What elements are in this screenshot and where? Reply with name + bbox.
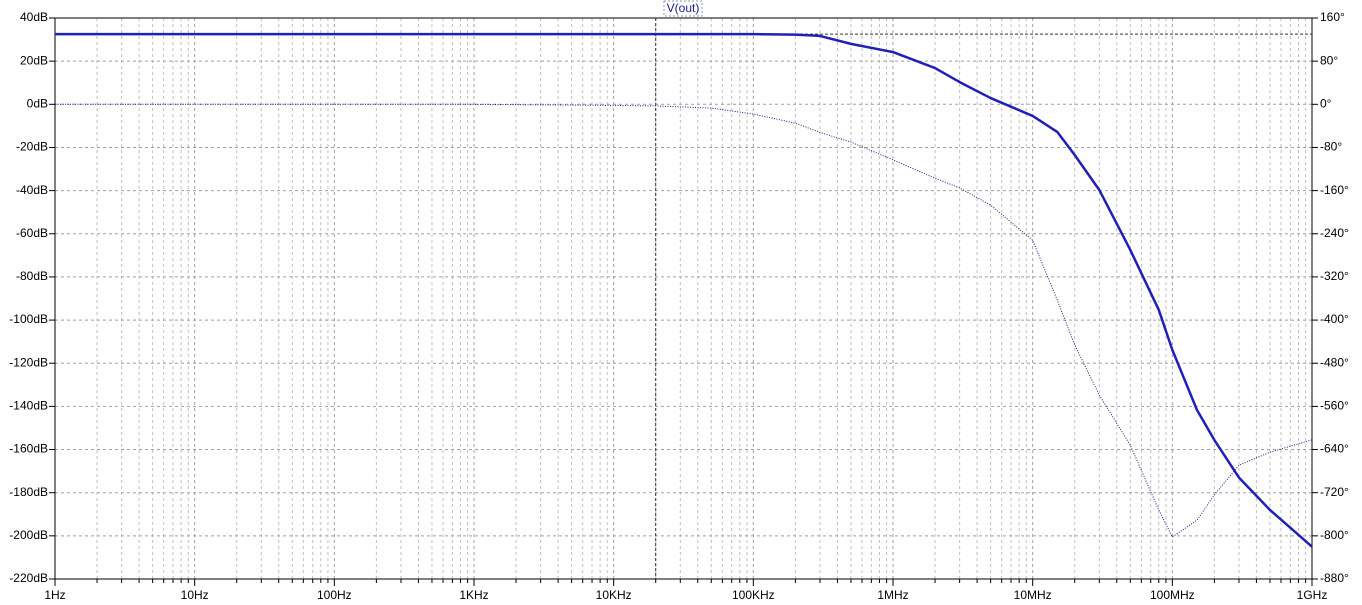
x-tick-label: 10Hz (181, 588, 209, 602)
y2-tick-label: -160° (1320, 183, 1349, 197)
y-tick-label: -120dB (9, 355, 48, 369)
x-tick-label: 100KHz (732, 588, 775, 602)
x-tick-label: 1MHz (877, 588, 908, 602)
y2-tick-label: -320° (1320, 269, 1349, 283)
x-tick-label: 1GHz (1297, 588, 1328, 602)
x-tick-label: 1KHz (459, 588, 488, 602)
y-tick-label: -200dB (9, 528, 48, 542)
x-tick-label: 1Hz (44, 588, 65, 602)
plot-frame (54, 17, 1313, 580)
y2-tick-label: -720° (1320, 485, 1349, 499)
y2-tick-label: -80° (1320, 140, 1342, 154)
x-tick-label: 100Hz (317, 588, 352, 602)
y2-tick-label: -880° (1320, 571, 1349, 585)
y-tick-label: -80dB (16, 269, 48, 283)
y2-tick-label: -400° (1320, 312, 1349, 326)
chart-title: V(out) (667, 1, 700, 15)
y2-tick-label: -640° (1320, 442, 1349, 456)
y2-tick-label: -240° (1320, 226, 1349, 240)
x-tick-label: 100MHz (1150, 588, 1195, 602)
y-tick-label: -140dB (9, 399, 48, 413)
y2-tick-label: 0° (1320, 96, 1332, 110)
y-tick-label: -100dB (9, 312, 48, 326)
magnitude-line (55, 32, 1313, 548)
y2-tick-label: 160° (1320, 10, 1345, 24)
y-tick-label: -60dB (16, 226, 48, 240)
y-tick-label: -20dB (16, 140, 48, 154)
y-tick-label: 40dB (20, 10, 48, 24)
y2-tick-label: -800° (1320, 528, 1349, 542)
y-tick-label: -40dB (16, 183, 48, 197)
y-tick-label: -220dB (9, 571, 48, 585)
y2-tick-label: -560° (1320, 399, 1349, 413)
y-tick-label: -180dB (9, 485, 48, 499)
x-tick-label: 10MHz (1014, 588, 1052, 602)
y2-tick-label: 80° (1320, 53, 1338, 67)
title-box (663, 0, 703, 17)
y2-tick-label: -480° (1320, 355, 1349, 369)
x-tick-label: 10KHz (596, 588, 632, 602)
y-tick-label: -160dB (9, 442, 48, 456)
y-tick-label: 0dB (27, 96, 48, 110)
y-tick-label: 20dB (20, 53, 48, 67)
